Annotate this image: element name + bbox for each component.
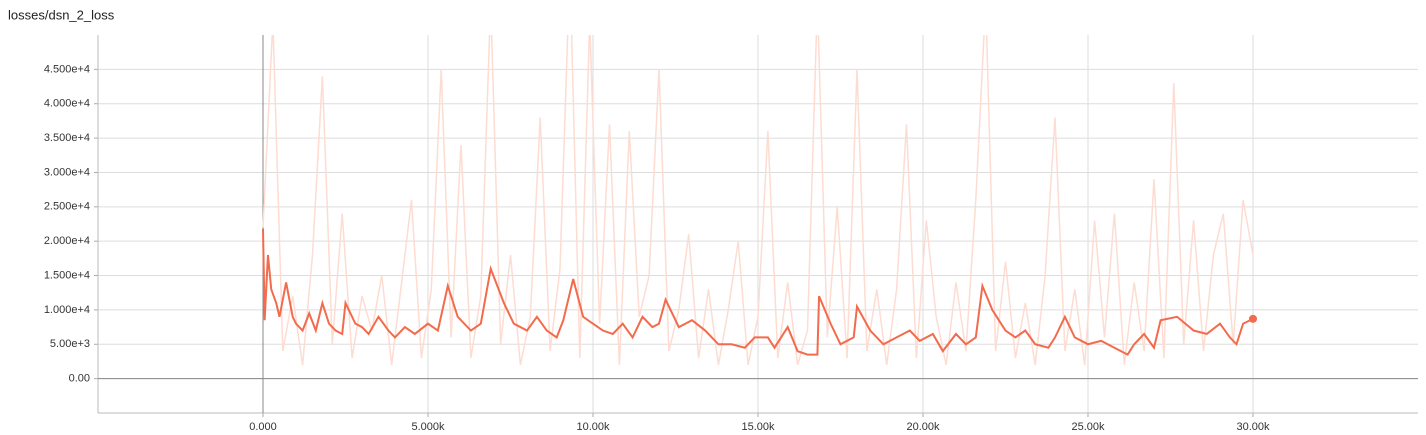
- y-tick-label: 1.000e+4: [44, 304, 90, 316]
- x-tick-label: 25.00k: [1071, 421, 1105, 433]
- plot-area: [262, 35, 1257, 366]
- y-tick-label: 5.00e+3: [50, 338, 90, 350]
- y-tick-label: 3.000e+4: [44, 166, 90, 178]
- y-tick-label: 0.00: [69, 373, 90, 385]
- chart-title: losses/dsn_2_loss: [8, 7, 115, 22]
- y-tick-label: 4.000e+4: [44, 98, 90, 110]
- y-tick-label: 3.500e+4: [44, 132, 90, 144]
- x-tick-label: 30.00k: [1236, 421, 1270, 433]
- last-point: [1249, 314, 1257, 323]
- x-tick-label: 15.00k: [741, 421, 775, 433]
- x-tick-label: 20.00k: [906, 421, 940, 433]
- x-tick-label: 0.000: [249, 421, 277, 433]
- grid: [94, 35, 1418, 417]
- y-tick-label: 4.500e+4: [44, 63, 90, 75]
- x-tick-label: 5.000k: [411, 421, 445, 433]
- x-tick-label: 10.00k: [576, 421, 610, 433]
- series-line: [262, 228, 1254, 356]
- series-line: [262, 35, 1254, 366]
- y-tick-label: 1.500e+4: [44, 269, 90, 281]
- y-tick-label: 2.000e+4: [44, 235, 90, 247]
- y-tick-label: 2.500e+4: [44, 201, 90, 213]
- labels: 0.00 5.00e+3 1.000e+4 1.500e+4 2.000e+4 2.500…: [44, 63, 1270, 433]
